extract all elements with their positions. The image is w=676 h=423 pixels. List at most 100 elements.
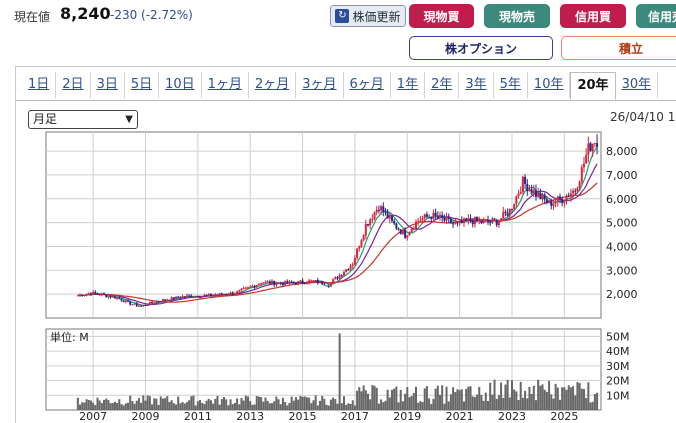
volume-bar-215: [545, 391, 548, 410]
tab-7[interactable]: 3ヶ月: [296, 72, 344, 98]
tsumitate-button[interactable]: 積立: [561, 36, 676, 60]
volume-bar-105: [305, 397, 308, 410]
volume-bar-89: [271, 403, 274, 410]
buy-button[interactable]: 現物買: [409, 4, 474, 28]
margin-sell-button[interactable]: 信用売: [636, 4, 676, 28]
volume-bar-124: [347, 403, 350, 410]
volume-bar-205: [524, 390, 527, 410]
volume-bar-166: [438, 394, 441, 410]
volume-bar-216: [548, 380, 551, 410]
volume-bar-69: [227, 405, 230, 410]
candle-body-51: [188, 295, 191, 297]
volume-bar-140: [382, 402, 385, 410]
stock-option-button[interactable]: 株オプション: [409, 36, 553, 60]
volume-bar-187: [484, 392, 487, 410]
candle-body-180: [469, 218, 472, 221]
tab-4[interactable]: 10日: [159, 72, 202, 98]
volume-bar-121: [340, 403, 343, 410]
candle-body-161: [428, 216, 431, 218]
volume-bar-6: [89, 400, 92, 410]
candle-body-200: [513, 204, 516, 210]
volume-bar-189: [489, 382, 492, 410]
volume-bar-200: [513, 389, 516, 410]
candle-body-8: [94, 292, 97, 294]
volume-bar-222: [561, 387, 564, 410]
candle-body-188: [486, 220, 489, 223]
volume-bar-66: [220, 399, 223, 410]
tab-11[interactable]: 3年: [459, 72, 494, 98]
volume-bar-70: [229, 399, 232, 410]
tab-8[interactable]: 6ヶ月: [344, 72, 391, 98]
volume-bar-170: [447, 401, 450, 410]
tab-9[interactable]: 1年: [391, 72, 426, 98]
tab-5[interactable]: 1ヶ月: [202, 72, 249, 98]
volume-bar-38: [159, 396, 162, 410]
candle-body-9: [96, 293, 99, 295]
tab-3[interactable]: 5日: [125, 72, 160, 98]
candle-body-176: [460, 220, 463, 224]
candle-body-236: [591, 143, 594, 151]
candle-body-219: [554, 201, 557, 204]
candle-body-45: [175, 296, 178, 299]
volume-bar-160: [425, 386, 428, 410]
candle-body-72: [233, 293, 236, 295]
volume-bar-44: [172, 403, 175, 410]
candle-body-65: [218, 293, 221, 295]
candle-body-38: [159, 301, 162, 303]
sell-button[interactable]: 現物売: [484, 4, 550, 28]
tab-10[interactable]: 2年: [425, 72, 460, 98]
volume-bar-73: [236, 398, 239, 410]
period-select[interactable]: 月足 ▼: [28, 110, 138, 129]
volume-bar-150: [404, 393, 407, 410]
candle-body-7: [92, 292, 95, 295]
tab-0[interactable]: 1日: [22, 72, 57, 98]
x-tick-label-7: 2021: [446, 410, 474, 423]
tab-2[interactable]: 3日: [91, 72, 125, 98]
candle-body-104: [303, 283, 306, 285]
price-tick-label-6: 8,000: [606, 145, 638, 158]
tab-1[interactable]: 2日: [56, 72, 91, 98]
candle-body-206: [526, 183, 529, 192]
tab-15[interactable]: 30年: [616, 72, 659, 98]
volume-bar-178: [465, 388, 468, 410]
candle-body-78: [247, 287, 250, 289]
candle-body-69: [227, 294, 230, 296]
candle-body-22: [124, 300, 127, 303]
tab-14[interactable]: 20年: [570, 72, 616, 100]
candle-body-12: [103, 294, 106, 296]
volume-bar-181: [471, 396, 474, 410]
margin-buy-button[interactable]: 信用買: [560, 4, 626, 28]
volume-bar-87: [266, 400, 269, 410]
volume-bar-55: [196, 401, 199, 410]
volume-bar-126: [351, 400, 354, 410]
tab-6[interactable]: 2ヶ月: [249, 72, 297, 98]
volume-bar-94: [281, 397, 284, 410]
candle-body-94: [281, 283, 284, 285]
candle-body-110: [316, 279, 319, 284]
volume-bar-39: [161, 398, 164, 410]
volume-bar-238: [596, 392, 599, 410]
refresh-button[interactable]: ↻ 株価更新: [330, 5, 406, 27]
price-tick-label-2: 4,000: [606, 240, 638, 253]
volume-bar-101: [297, 399, 300, 410]
candle-body-195: [502, 211, 505, 219]
volume-bar-57: [201, 403, 204, 410]
candle-body-57: [201, 295, 204, 298]
volume-bar-198: [508, 397, 511, 410]
volume-bar-197: [506, 379, 509, 410]
volume-bar-37: [157, 404, 160, 410]
x-tick-label-4: 2015: [289, 410, 317, 423]
volume-bar-164: [434, 388, 437, 410]
tab-13[interactable]: 10年: [528, 72, 571, 98]
volume-bar-4: [85, 399, 88, 410]
candle-body-41: [166, 299, 169, 301]
volume-bar-85: [262, 401, 265, 410]
volume-bar-11: [100, 403, 103, 410]
candle-body-174: [456, 222, 459, 224]
volume-bar-145: [393, 388, 396, 410]
price-tick-label-3: 5,000: [606, 217, 638, 230]
tab-12[interactable]: 5年: [494, 72, 528, 98]
volume-bar-9: [96, 397, 99, 410]
volume-bar-180: [469, 386, 472, 410]
volume-bar-208: [530, 393, 533, 410]
